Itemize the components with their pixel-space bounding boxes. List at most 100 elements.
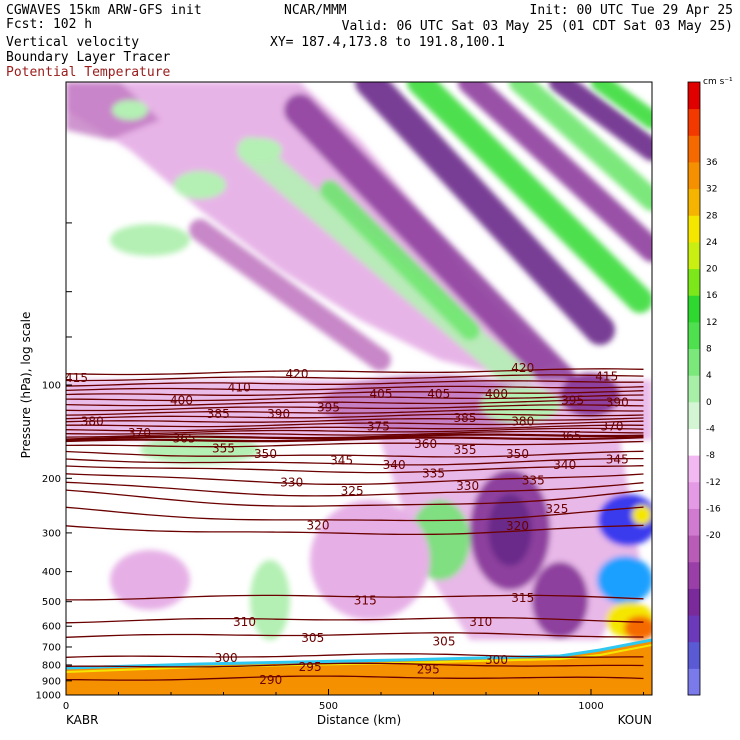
x-endpoint-right: KOUN	[618, 713, 652, 727]
theta-contour-label: 325	[341, 484, 364, 498]
header-field-vv: Vertical velocity	[6, 35, 139, 50]
theta-contour-label: 410	[228, 381, 251, 395]
tracer-edge	[66, 638, 652, 670]
colorbar-label: 20	[706, 265, 718, 275]
theta-contour-label: 355	[212, 441, 235, 455]
theta-contour-label: 355	[454, 443, 477, 457]
theta-contour-label: 300	[485, 653, 508, 667]
theta-contour-label: 420	[286, 367, 309, 381]
field-patch	[238, 138, 282, 162]
colorbar-label: -12	[706, 478, 721, 488]
colorbar-swatch	[688, 561, 700, 589]
theta-contour-label: 340	[553, 458, 576, 472]
field-wave-band	[237, 137, 533, 393]
theta-contour-label: 335	[422, 467, 445, 481]
colorbar-swatch	[688, 268, 700, 296]
y-axis-label: Pressure (hPa), log scale	[19, 312, 33, 459]
field-wave-band	[355, 82, 615, 345]
colorbar-swatch	[688, 641, 700, 669]
theta-contour-line	[66, 417, 644, 423]
y-tick-label: 300	[42, 528, 61, 539]
header-center: NCAR/MMM	[284, 3, 347, 18]
theta-contour-line	[66, 465, 644, 474]
theta-contour-label: 330	[280, 475, 303, 489]
theta-contour-label: 335	[522, 473, 545, 487]
field-patch	[110, 550, 190, 610]
theta-contour-label: 320	[506, 519, 529, 533]
field-storm	[632, 505, 652, 525]
field-patch	[532, 562, 588, 638]
theta-contour-label: 405	[370, 387, 393, 401]
theta-contour-label: 380	[81, 414, 104, 428]
theta-contour-line	[66, 450, 644, 458]
theta-contour-label: 390	[606, 396, 629, 410]
theta-contour-line	[66, 594, 644, 601]
colorbar-swatch	[688, 455, 700, 483]
colorbar-swatch	[688, 215, 700, 243]
theta-contour-line	[66, 524, 644, 536]
colorbar-label: 32	[706, 185, 717, 195]
y-axis: 100 200 300 400 500 600 700 800 900 1000	[36, 222, 72, 702]
theta-contours	[66, 368, 644, 681]
theta-contour-line	[66, 489, 644, 507]
header-xy: XY= 187.4,173.8 to 191.8,100.1	[270, 35, 505, 50]
theta-contour-line	[66, 385, 644, 392]
theta-contour-line	[66, 424, 644, 432]
theta-contour-label: 305	[301, 631, 324, 645]
field-patch	[110, 224, 190, 256]
theta-contour-line	[66, 427, 644, 435]
colorbar-swatch	[688, 348, 700, 376]
theta-contour-label: 295	[417, 662, 440, 676]
colorbar-label: -16	[706, 504, 721, 514]
colorbar-frame	[687, 81, 701, 696]
colorbar-label: 0	[706, 398, 712, 408]
colorbar-unit: cm s⁻¹	[703, 77, 733, 87]
colorbar-label: 4	[706, 371, 712, 381]
theta-contour-line	[66, 632, 644, 638]
colorbar-swatch	[688, 428, 700, 456]
colorbar-swatch	[688, 295, 700, 323]
header-forecast: Fcst: 102 h	[6, 17, 92, 32]
boundary-layer-tracer	[66, 640, 652, 695]
theta-contour-label: 375	[367, 419, 390, 433]
theta-contour-line	[66, 506, 644, 522]
y-tick-label: 100	[42, 381, 61, 392]
x-axis: 0 500 1000	[63, 689, 644, 712]
x-tick-label: 0	[63, 701, 69, 712]
field-wave-band	[458, 82, 652, 262]
colorbar: 36 32 28 24 20 16 12 8 4 0 -4 -8 -12 -16 -20	[687, 81, 721, 696]
field-wave-band	[407, 82, 652, 313]
colorbar-swatch	[688, 241, 700, 270]
field-patch	[488, 494, 532, 566]
field-wave-band	[509, 82, 652, 211]
theta-contour-label: 360	[414, 437, 437, 451]
x-tick-label: 1000	[578, 701, 603, 712]
theta-contour-label: 315	[354, 593, 377, 607]
header-field-theta: Potential Temperature	[6, 65, 171, 80]
field-patch	[112, 100, 148, 120]
theta-contour-label: 420	[511, 361, 534, 375]
field-storm	[597, 556, 652, 604]
field-wave-band	[320, 180, 480, 340]
theta-contour-label: 380	[511, 414, 534, 428]
theta-contour-label: 345	[330, 453, 353, 467]
theta-contour-line	[66, 408, 644, 416]
colorbar-swatch	[688, 535, 700, 563]
colorbar-label: 16	[706, 291, 718, 301]
theta-contour-label: 395	[561, 393, 584, 407]
theta-contour-line	[66, 430, 644, 438]
theta-contour-line	[66, 675, 644, 681]
theta-contour-line	[66, 457, 644, 466]
y-tick-label: 600	[42, 622, 61, 633]
colorbar-swatch	[688, 188, 700, 216]
field-wave-band	[549, 82, 652, 161]
theta-contour-label: 340	[383, 458, 406, 472]
theta-contour-label: 300	[215, 651, 238, 665]
theta-contour-line	[66, 399, 644, 407]
theta-contour-label: 290	[259, 673, 282, 687]
y-tick-label: 400	[42, 567, 61, 578]
header: CGWAVES 15km ARW-GFS init Fcst: 102 h Ve…	[6, 3, 733, 80]
colorbar-swatch	[688, 401, 700, 429]
theta-contour-line	[66, 473, 644, 485]
theta-contour-label: 365	[559, 429, 582, 443]
